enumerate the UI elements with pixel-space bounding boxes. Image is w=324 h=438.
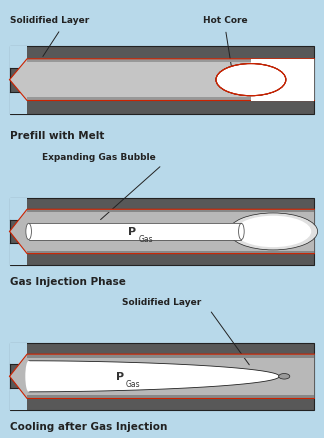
Bar <box>10 199 27 220</box>
Text: Cooling after Gas Injection: Cooling after Gas Injection <box>10 420 167 431</box>
Bar <box>27 251 314 254</box>
Text: Expanding Gas Bubble: Expanding Gas Bubble <box>41 153 156 162</box>
Ellipse shape <box>216 64 286 96</box>
Bar <box>10 92 27 114</box>
Ellipse shape <box>25 361 32 392</box>
Ellipse shape <box>26 224 31 240</box>
Polygon shape <box>10 210 314 254</box>
Ellipse shape <box>229 213 318 251</box>
Bar <box>10 199 314 265</box>
Text: Prefill with Melt: Prefill with Melt <box>10 131 104 141</box>
Bar <box>27 210 314 212</box>
Bar <box>29 224 241 240</box>
Text: P: P <box>129 227 137 237</box>
Text: P: P <box>116 371 124 381</box>
Polygon shape <box>10 60 314 101</box>
Text: Gas Injection Phase: Gas Injection Phase <box>10 276 125 286</box>
Text: Gas: Gas <box>125 379 140 388</box>
Bar <box>27 98 314 101</box>
Polygon shape <box>10 354 314 399</box>
Text: Solidified Layer: Solidified Layer <box>10 16 89 25</box>
Ellipse shape <box>279 374 290 379</box>
Bar <box>10 46 27 68</box>
Bar <box>27 395 314 399</box>
Ellipse shape <box>238 224 244 240</box>
Bar <box>29 224 241 240</box>
Text: Solidified Layer: Solidified Layer <box>122 297 202 306</box>
Bar <box>10 343 314 410</box>
Ellipse shape <box>26 224 31 240</box>
Ellipse shape <box>238 224 244 240</box>
Text: Hot Core: Hot Core <box>203 16 248 25</box>
Text: Gas: Gas <box>138 234 153 244</box>
Ellipse shape <box>216 64 286 96</box>
Bar <box>10 244 27 265</box>
Bar <box>10 343 27 365</box>
Bar <box>27 60 314 63</box>
Bar <box>251 60 314 101</box>
Bar <box>10 46 314 114</box>
Bar <box>10 388 27 410</box>
Polygon shape <box>29 361 280 392</box>
Ellipse shape <box>235 216 311 247</box>
Bar <box>27 354 314 358</box>
